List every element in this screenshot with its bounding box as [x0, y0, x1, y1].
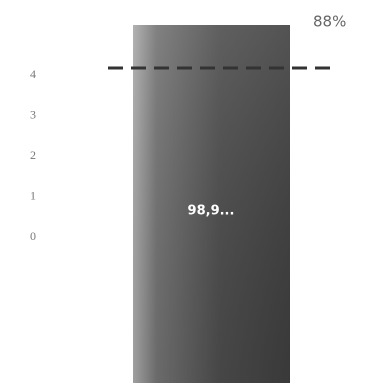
axis-label: 0 — [30, 229, 36, 243]
axis-label: 3 — [30, 107, 36, 121]
percent-label: 88% — [313, 13, 346, 31]
axis-label: 1 — [30, 188, 36, 202]
bar-shade — [133, 25, 290, 383]
axis-label: 2 — [30, 148, 36, 162]
bar-label: 98,9... — [188, 204, 235, 219]
axis-label: 4 — [30, 67, 36, 81]
axis-labels: 4 3 2 1 0 — [30, 67, 36, 243]
